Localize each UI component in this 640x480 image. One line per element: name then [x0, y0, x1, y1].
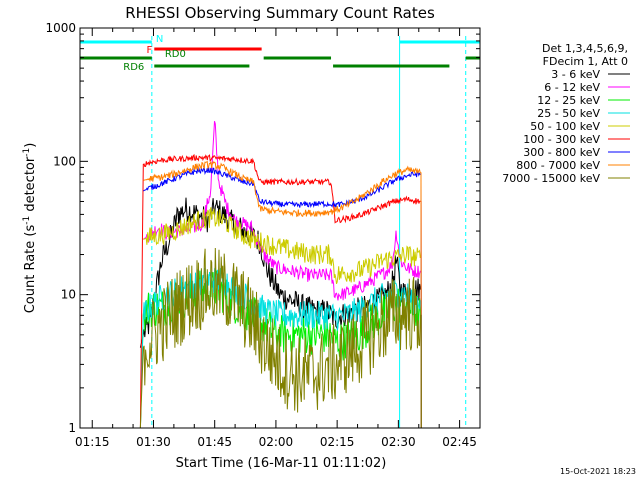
series-line-5	[139, 153, 422, 428]
x-tick-label-2: 01:45	[197, 435, 232, 449]
x-axis-label: Start Time (16-Mar-11 01:11:02)	[176, 456, 387, 471]
chart-title: RHESSI Observing Summary Count Rates	[125, 4, 435, 22]
status-bar-label-rd0: RD0	[165, 49, 186, 60]
y-tick-label-2: 100	[53, 154, 76, 168]
legend-label-3: 25 - 50 keV	[537, 107, 600, 120]
legend-label-2: 12 - 25 keV	[537, 94, 600, 107]
legend-header-line-1: Det 1,3,4,5,6,9,	[542, 42, 628, 55]
footer-timestamp: 15-Oct-2021 18:23	[560, 467, 636, 476]
status-bar-label-f: F	[147, 45, 153, 56]
x-tick-label-1: 01:30	[136, 435, 171, 449]
annotation-layer: NF RD0 RD6	[79, 34, 480, 428]
legend-label-8: 7000 - 15000 keV	[502, 172, 600, 185]
legend-label-0: 3 - 6 keV	[551, 68, 600, 81]
x-tick-label-4: 02:15	[320, 435, 355, 449]
series-layer	[139, 121, 422, 428]
x-tick-label-6: 02:45	[442, 435, 477, 449]
y-axis-label: Count Rate (s-1 detector-1)	[22, 143, 38, 314]
legend-label-6: 300 - 800 keV	[523, 146, 600, 159]
series-line-8	[139, 247, 422, 428]
legend: Det 1,3,4,5,6,9, FDecim 1, Att 0 3 - 6 k…	[502, 42, 630, 185]
y-tick-label-0: 1	[68, 421, 76, 435]
series-line-4	[143, 207, 422, 428]
status-bar-label-rd6: RD6	[123, 62, 144, 73]
legend-header-line-2: FDecim 1, Att 0	[543, 55, 628, 68]
legend-label-4: 50 - 100 keV	[530, 120, 600, 133]
x-tick-label-3: 02:00	[259, 435, 294, 449]
plot-frame	[79, 27, 481, 429]
tick-layer: 01:15 01:30 01:45 02:00 02:15 02:30 02:45 1 10 10…	[45, 21, 481, 449]
x-tick-label-0: 01:15	[75, 435, 110, 449]
status-bar-label-n: N	[156, 34, 163, 45]
y-tick-label-1: 10	[61, 288, 76, 302]
series-line-7	[143, 160, 422, 428]
legend-label-5: 100 - 300 keV	[523, 133, 600, 146]
legend-label-1: 6 - 12 keV	[544, 81, 600, 94]
y-tick-label-3: 1000	[45, 21, 76, 35]
x-tick-label-5: 02:30	[381, 435, 416, 449]
series-line-6	[143, 166, 422, 428]
legend-label-7: 800 - 7000 keV	[516, 159, 600, 172]
